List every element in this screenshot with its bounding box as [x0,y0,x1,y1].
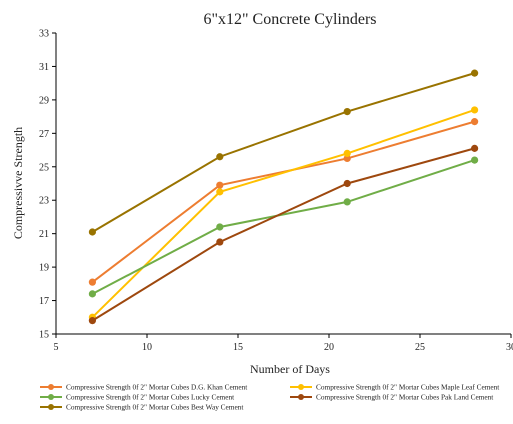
series-5 [88,69,479,236]
legend-label: Compressive Strength 0f 2" Mortar Cubes … [66,383,247,392]
x-tick-label: 5 [54,342,59,353]
data-point [88,228,96,236]
legend-swatch-marker [298,384,304,390]
x-tick-label: 10 [142,342,152,353]
y-tick-label: 25 [39,162,49,173]
legend-item: Compressive Strength 0f 2" Mortar Cubes … [40,393,234,402]
data-point [88,278,96,286]
data-point [216,153,224,161]
series-4 [88,144,479,325]
legend-label: Compressive Strength 0f 2" Mortar Cubes … [66,403,243,412]
legend-item: Compressive Strength 0f 2" Mortar Cubes … [40,403,243,412]
x-tick-label: 30 [506,342,513,353]
series-line [91,159,475,295]
y-tick-label: 27 [39,129,49,140]
legend-item: Compressive Strength 0f 2" Mortar Cubes … [290,383,499,392]
y-axis-label: Compressivve Strength [11,127,25,239]
y-tick-label: 19 [39,263,49,274]
legend-swatch-marker [298,394,304,400]
data-point [88,290,96,298]
y-tick-label: 33 [39,29,49,40]
legend-swatch-marker [48,404,54,410]
data-point [343,107,351,116]
data-point [216,238,224,246]
data-point [88,317,96,325]
data-point [343,198,351,206]
data-point [471,118,479,126]
legend-item: Compressive Strength 0f 2" Mortar Cubes … [40,383,247,392]
x-tick-label: 25 [415,342,425,353]
chart-title: 6"x12" Concrete Cylinders [203,11,376,28]
x-tick-label: 15 [233,342,243,353]
legend-label: Compressive Strength 0f 2" Mortar Cubes … [316,383,499,392]
y-tick-label: 29 [39,95,49,106]
legend-item: Compressive Strength 0f 2" Mortar Cubes … [290,393,493,402]
legend: Compressive Strength 0f 2" Mortar Cubes … [40,383,499,412]
series-line [91,72,475,233]
legend-label: Compressive Strength 0f 2" Mortar Cubes … [316,393,493,402]
series-line [91,120,475,283]
x-axis-label: Number of Days [250,362,330,376]
data-point [471,144,479,152]
data-point [471,106,479,114]
legend-label: Compressive Strength 0f 2" Mortar Cubes … [66,393,234,402]
y-tick-label: 15 [39,330,49,341]
data-point [343,179,351,188]
data-point [216,188,224,196]
series-line [91,108,475,318]
y-tick-label: 21 [39,229,49,240]
legend-swatch-marker [48,384,54,390]
data-point [216,181,224,189]
legend-swatch-marker [48,394,54,400]
data-point [343,149,351,157]
series-layer [88,69,479,325]
series-3 [88,156,479,298]
y-tick-label: 23 [39,196,49,207]
x-tick-label: 20 [324,342,334,353]
data-point [471,69,479,77]
series-line [91,147,475,322]
data-point [216,223,224,231]
data-point [343,154,351,163]
data-point [471,156,479,164]
y-tick-label: 31 [39,62,49,73]
series-1 [88,118,479,286]
axes: 15 17 19 21 23 25 27 29 31 33 5 10 15 20 25 30 [39,29,513,354]
y-tick-label: 17 [39,296,49,307]
